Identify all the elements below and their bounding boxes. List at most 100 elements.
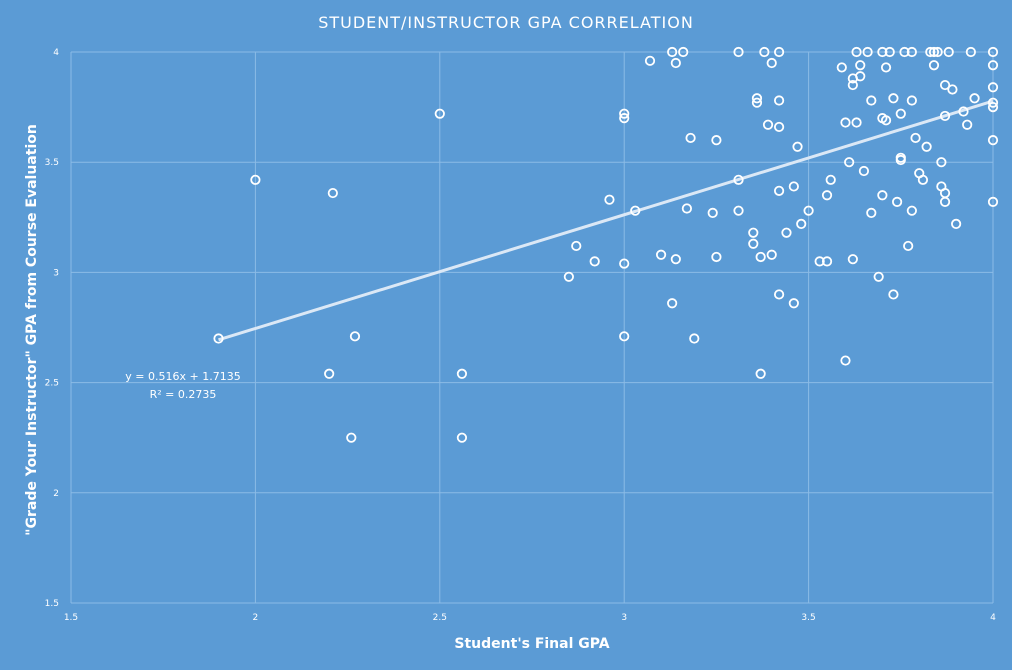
data-point bbox=[589, 256, 600, 267]
x-tick-label: 3.5 bbox=[801, 613, 815, 623]
gridlines bbox=[70, 51, 994, 604]
x-tick-label: 2 bbox=[253, 613, 259, 623]
data-point bbox=[939, 110, 951, 122]
data-point bbox=[563, 271, 574, 282]
y-tick-label: 2.5 bbox=[45, 379, 59, 389]
data-point bbox=[821, 190, 833, 201]
data-point bbox=[619, 113, 630, 124]
data-point bbox=[939, 187, 951, 199]
y-axis-title: "Grade Your Instructor" GPA from Course … bbox=[24, 124, 40, 536]
data-point bbox=[965, 46, 976, 58]
data-point bbox=[928, 46, 940, 58]
data-point bbox=[733, 174, 744, 185]
data-point bbox=[773, 46, 785, 58]
data-point bbox=[670, 57, 681, 69]
data-point bbox=[250, 174, 261, 185]
data-point bbox=[667, 298, 678, 309]
data-point bbox=[906, 95, 917, 106]
data-point bbox=[766, 249, 777, 260]
data-point bbox=[936, 157, 947, 168]
data-point bbox=[213, 333, 224, 344]
data-point bbox=[630, 205, 641, 216]
data-point bbox=[858, 165, 870, 177]
data-point bbox=[571, 240, 582, 252]
data-point bbox=[939, 196, 951, 207]
trendline bbox=[218, 99, 994, 342]
data-point bbox=[604, 194, 615, 205]
data-point bbox=[825, 174, 836, 185]
y-tick-label: 3 bbox=[53, 268, 59, 278]
data-point bbox=[910, 132, 921, 144]
y-tick-label: 3.5 bbox=[45, 158, 59, 168]
data-point bbox=[947, 84, 958, 95]
data-point bbox=[792, 141, 803, 152]
x-tick-label: 4 bbox=[990, 613, 996, 623]
tick-labels: 1.5 2 2.5 3 3.5 4 1.5 2 2.5 3 3.5 4 bbox=[45, 48, 996, 623]
data-point bbox=[667, 46, 678, 58]
data-point bbox=[678, 46, 689, 58]
data-point bbox=[888, 289, 899, 300]
data-point bbox=[821, 256, 833, 267]
x-tick-label: 2.5 bbox=[433, 613, 447, 623]
data-point bbox=[840, 117, 851, 128]
data-point bbox=[707, 207, 718, 218]
data-point bbox=[751, 93, 763, 104]
data-point bbox=[906, 205, 917, 216]
y-tick-label: 2 bbox=[53, 489, 59, 499]
data-point bbox=[951, 218, 962, 230]
data-point bbox=[781, 227, 792, 238]
chart-title: STUDENT/INSTRUCTOR GPA CORRELATION bbox=[318, 13, 694, 32]
data-point bbox=[895, 154, 906, 166]
data-point bbox=[619, 108, 630, 119]
data-point bbox=[877, 190, 888, 201]
data-point bbox=[987, 135, 999, 146]
data-point bbox=[903, 240, 914, 252]
data-point bbox=[773, 185, 785, 196]
data-point bbox=[892, 196, 903, 207]
data-point bbox=[324, 368, 335, 379]
data-point bbox=[456, 432, 468, 443]
x-tick-label: 1.5 bbox=[64, 613, 78, 623]
data-point bbox=[866, 207, 877, 218]
data-point bbox=[748, 238, 759, 249]
data-point bbox=[855, 71, 866, 82]
data-point bbox=[895, 108, 906, 119]
data-point bbox=[836, 62, 847, 73]
data-point bbox=[873, 271, 884, 282]
data-point bbox=[880, 62, 892, 73]
data-point bbox=[899, 46, 910, 58]
x-axis-title: Student's Final GPA bbox=[454, 636, 609, 652]
data-point bbox=[855, 60, 866, 71]
data-point bbox=[711, 135, 722, 146]
data-point bbox=[958, 106, 969, 117]
data-point bbox=[987, 46, 999, 58]
data-point bbox=[880, 115, 892, 126]
data-point bbox=[759, 46, 770, 58]
data-point bbox=[877, 46, 888, 58]
data-point bbox=[847, 254, 858, 265]
data-point bbox=[733, 46, 744, 58]
data-point bbox=[925, 46, 936, 58]
data-point bbox=[685, 132, 696, 144]
data-point bbox=[987, 102, 999, 113]
data-point bbox=[434, 108, 445, 119]
data-point bbox=[851, 117, 862, 128]
data-point bbox=[773, 95, 785, 106]
data-point bbox=[766, 57, 777, 69]
trendline-equation: y = 0.516x + 1.7135 bbox=[125, 370, 240, 383]
data-point bbox=[987, 196, 999, 207]
data-point bbox=[844, 157, 855, 168]
data-point bbox=[803, 205, 814, 216]
data-point bbox=[987, 97, 999, 108]
data-point bbox=[670, 254, 681, 265]
y-tick-label: 1.5 bbox=[45, 599, 59, 609]
data-point bbox=[987, 82, 999, 93]
trendline-r-squared: R² = 0.2735 bbox=[150, 388, 217, 401]
data-point bbox=[655, 249, 667, 260]
data-point bbox=[349, 331, 361, 342]
data-point bbox=[748, 227, 759, 238]
data-point bbox=[788, 298, 799, 309]
data-point bbox=[619, 258, 630, 269]
data-point bbox=[796, 218, 807, 230]
